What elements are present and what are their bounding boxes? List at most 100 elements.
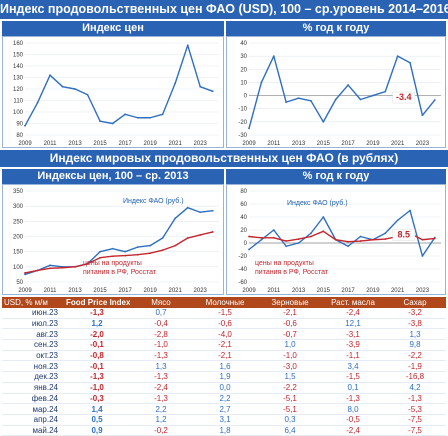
table-row: дек.23 -1,3 -1,3 1,9 1,5 -1,5 -16,8 — [2, 371, 446, 383]
data-point — [99, 120, 101, 123]
y-tick-label: 150 — [13, 53, 24, 59]
table-cell: -0,2 — [130, 425, 192, 436]
table-cell: 0,1 — [322, 382, 384, 394]
row-label: мар.24 — [2, 403, 64, 415]
table-row: окт.23 -0,8 -1,3 -2,1 -1,0 -1,1 -2,2 — [2, 350, 446, 362]
data-point — [248, 235, 250, 238]
table-cell: -0,6 — [258, 318, 322, 330]
data-point — [334, 238, 337, 241]
row-label: май.24 — [2, 425, 64, 436]
row-label: окт.23 — [2, 350, 64, 362]
x-tick-label: 2009 — [242, 141, 256, 147]
table-cell: 0,0 — [192, 382, 258, 394]
main-title-bar: Индекс продовольственных цен ФАО (USD), … — [0, 0, 448, 19]
y-tick-label: 350 — [13, 189, 24, 195]
y-tick-label: 140 — [13, 64, 24, 70]
table-cell: 4,2 — [384, 382, 446, 394]
data-point — [347, 84, 349, 86]
data-point — [322, 120, 325, 123]
data-point — [124, 250, 127, 253]
x-tick-label: 2021 — [391, 141, 405, 147]
data-point — [186, 237, 189, 239]
data-point — [111, 255, 114, 258]
table-cell: -1,0 — [64, 382, 130, 394]
data-point — [99, 256, 101, 259]
table-cell: -0,1 — [64, 339, 130, 351]
x-tick-label: 2011 — [44, 141, 58, 147]
table-cell: 1,0 — [258, 339, 322, 351]
y-tick-label: 20 — [240, 67, 247, 73]
table-cell: -4,0 — [192, 328, 258, 341]
series-label-rosstat-2: питания в РФ, Росстат — [255, 269, 329, 276]
table-cell: -2,4 — [322, 425, 384, 436]
table-cell: 2,2 — [192, 393, 258, 405]
table-row: мар.24 1,4 2,2 2,7 -5,1 8,0 -5,3 — [2, 403, 446, 415]
data-point — [409, 61, 411, 64]
table-cell: -2,1 — [258, 308, 322, 319]
data-point — [174, 82, 177, 85]
data-point — [272, 229, 275, 231]
table-row: авг.23 -2,0 -2,8 -4,0 -0,7 -3,1 1,3 — [2, 328, 446, 341]
row-label: авг.23 — [2, 328, 64, 341]
data-point — [49, 267, 51, 270]
x-tick-label: 2021 — [391, 288, 405, 294]
y-tick-label: 40 — [240, 215, 247, 221]
data-point — [396, 55, 399, 58]
x-tick-label: 2009 — [18, 288, 32, 294]
x-tick-label: 2019 — [143, 141, 157, 147]
table-cell: -1,3 — [322, 393, 384, 405]
data-point — [136, 116, 139, 119]
y-tick-label: 250 — [13, 219, 24, 225]
y-tick-label: 160 — [13, 41, 24, 47]
column-header: Молочные — [192, 297, 258, 308]
data-point — [24, 124, 26, 127]
table-cell: 1,2 — [64, 318, 130, 330]
table-cell: 0,3 — [258, 414, 322, 426]
data-point — [297, 97, 300, 100]
rub-yoy-chart: -60 -40 -20 0 20 40 60 80 2009 2011 2013 2015 2017 20… — [238, 189, 441, 294]
x-tick-label: 2017 — [341, 141, 355, 147]
table-cell: 8,0 — [322, 403, 384, 415]
table-cell: 1,3 — [384, 328, 446, 341]
x-tick-label: 2023 — [194, 141, 208, 147]
table-cell: -2,2 — [384, 350, 446, 362]
table-row: янв.24 -1,0 -2,4 0,0 -2,2 0,1 4,2 — [2, 382, 446, 394]
table-cell: -2,2 — [258, 382, 322, 394]
data-point — [136, 253, 139, 256]
data-point — [36, 101, 39, 104]
data-point — [297, 242, 300, 244]
data-point — [161, 237, 164, 239]
data-point — [199, 85, 202, 88]
row-label: июн.23 — [2, 308, 64, 319]
data-point — [384, 232, 387, 235]
table-row: апр.24 0,5 1,2 3,1 0,3 -0,5 -7,5 — [2, 414, 446, 426]
series-line-0 — [248, 55, 436, 129]
data-point — [111, 122, 114, 125]
data-point — [421, 255, 424, 257]
data-point — [174, 217, 177, 220]
table-cell: 1,2 — [130, 414, 192, 426]
table-cell: 3,1 — [192, 414, 258, 426]
y-tick-label: 80 — [16, 133, 23, 139]
data-point — [260, 238, 263, 241]
table-cell: -1,1 — [322, 350, 384, 362]
data-point — [49, 264, 51, 267]
table-cell: -2,8 — [130, 328, 192, 341]
data-point — [396, 219, 399, 222]
yoy-chart: -30 -20 -10 0 10 20 30 40 2009 2011 2013 2015 2017 20… — [238, 41, 441, 147]
x-tick-label: 2013 — [292, 288, 306, 294]
y-tick-label: 150 — [13, 250, 24, 256]
table-cell: -7,5 — [384, 425, 446, 436]
data-point — [310, 232, 312, 235]
data-point — [161, 113, 164, 116]
table-cell: 6,4 — [258, 425, 322, 436]
series-line-0 — [24, 206, 213, 276]
table-cell: -2,0 — [64, 328, 130, 341]
panel2-header: % год к году — [226, 21, 446, 36]
table-cell: -1,9 — [384, 360, 446, 373]
x-tick-label: 2019 — [366, 141, 380, 147]
data-point — [260, 236, 263, 239]
y-tick-label: 300 — [13, 204, 24, 210]
row-label: янв.24 — [2, 382, 64, 394]
series-label-rosstat-1: цены на продукты — [255, 260, 314, 267]
